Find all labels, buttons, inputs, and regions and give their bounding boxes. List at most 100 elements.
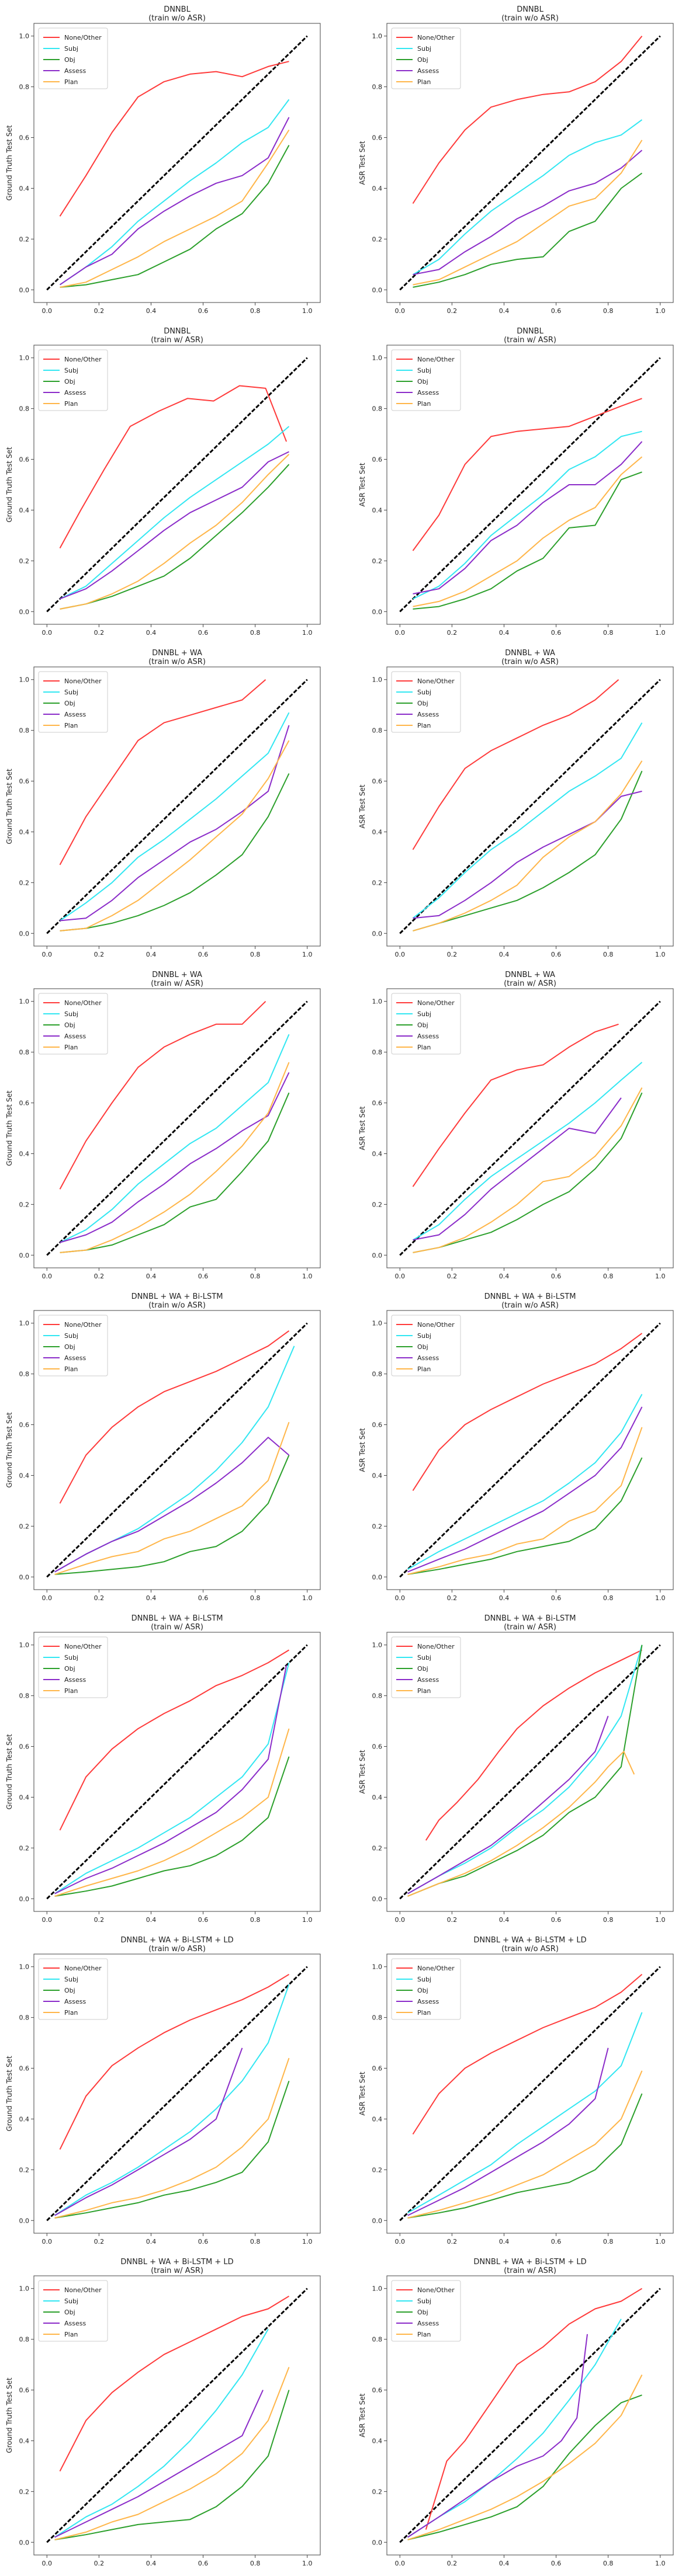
y-tick-label: 0.6 <box>19 778 30 785</box>
series-line <box>413 140 643 286</box>
y-tick-label: 0.6 <box>372 134 383 142</box>
series-line <box>412 679 619 850</box>
legend: None/Other Subj Obj Assess Plan <box>391 1315 461 1376</box>
x-tick-label: 0.4 <box>499 951 510 958</box>
x-tick-label: 0.0 <box>395 307 406 315</box>
diagonal-reference-line <box>399 1966 661 2222</box>
y-tick-label: 0.6 <box>372 2387 383 2394</box>
series-line <box>407 2047 609 2216</box>
y-tick-label: 0.0 <box>19 930 30 937</box>
legend-label: Plan <box>64 1365 78 1373</box>
y-axis-label: Ground Truth Test Set <box>5 2056 13 2132</box>
y-tick-label: 0.0 <box>19 1895 30 1903</box>
legend-label: None/Other <box>64 2286 102 2294</box>
y-tick-label: 1.0 <box>19 676 30 684</box>
legend-label: Subj <box>417 1976 431 1983</box>
y-tick-label: 0.6 <box>372 1421 383 1429</box>
legend: None/Other Subj Obj Assess Plan <box>391 993 461 1055</box>
x-tick-label: 0.6 <box>198 1594 209 1602</box>
series-line <box>54 1728 290 1897</box>
series-line <box>413 1097 622 1241</box>
y-tick-label: 0.8 <box>372 2336 383 2344</box>
y-axis-label: ASR Test Set <box>358 1750 366 1793</box>
legend: None/Other Subj Obj Assess Plan <box>38 1636 108 1698</box>
legend-label: Obj <box>64 56 75 64</box>
x-tick-label: 0.0 <box>395 2238 406 2245</box>
y-tick-label: 0.4 <box>372 2115 383 2123</box>
series-line <box>54 1756 290 1897</box>
y-tick-label: 0.0 <box>19 2217 30 2224</box>
series-line <box>407 1393 643 1570</box>
chart-panel: DNNBL + WA(train w/ ASR) Ground Truth Tes… <box>5 971 321 1280</box>
y-tick-label: 1.0 <box>372 998 383 1006</box>
legend-label: Subj <box>417 367 431 374</box>
legend-box <box>391 671 461 733</box>
legend: None/Other Subj Obj Assess Plan <box>391 2280 461 2342</box>
series-line <box>59 117 290 286</box>
series-line <box>59 61 289 217</box>
y-tick-label: 0.6 <box>372 778 383 785</box>
x-tick-label: 0.8 <box>603 2238 614 2245</box>
x-tick-label: 0.4 <box>499 1916 510 1924</box>
y-tick-label: 0.0 <box>372 2217 383 2224</box>
legend-label: Assess <box>64 67 86 75</box>
y-tick-label: 1.0 <box>19 1963 30 1971</box>
y-tick-label: 0.8 <box>372 405 383 413</box>
chart-subtitle: (train w/o ASR) <box>148 1301 206 1310</box>
x-tick-label: 0.6 <box>551 1273 562 1280</box>
y-axis-label: ASR Test Set <box>358 463 366 506</box>
legend-label: None/Other <box>417 34 455 41</box>
y-tick-label: 0.8 <box>19 727 30 735</box>
y-tick-label: 0.8 <box>19 2336 30 2344</box>
legend-label: None/Other <box>417 2286 455 2294</box>
legend-label: Obj <box>64 2309 75 2316</box>
legend: None/Other Subj Obj Assess Plan <box>391 1636 461 1698</box>
y-tick-label: 0.8 <box>372 1049 383 1056</box>
chart-title: DNNBL + WA <box>152 971 202 979</box>
legend: None/Other Subj Obj Assess Plan <box>391 671 461 733</box>
series-line <box>407 1751 635 1897</box>
y-tick-label: 0.4 <box>19 1150 30 1157</box>
x-tick-label: 0.4 <box>499 2560 510 2567</box>
x-tick-label: 0.8 <box>250 2560 261 2567</box>
y-tick-label: 1.0 <box>372 2285 383 2293</box>
legend-label: Subj <box>64 1976 78 1983</box>
legend-label: Obj <box>417 1987 428 1994</box>
series-line <box>413 430 642 600</box>
legend-box <box>391 2280 461 2342</box>
chart-subtitle: (train w/ ASR) <box>504 1623 556 1632</box>
x-tick-label: 0.2 <box>447 951 458 958</box>
x-tick-label: 0.0 <box>395 1916 406 1924</box>
x-tick-label: 0.0 <box>42 307 53 315</box>
legend-label: Assess <box>64 2320 86 2327</box>
x-tick-label: 0.8 <box>250 629 261 637</box>
chart-panel: DNNBL + WA(train w/o ASR) ASR Test Set 0.0… <box>358 649 674 958</box>
diagonal-reference-line <box>46 357 308 613</box>
series-line <box>59 1330 290 1504</box>
x-tick-label: 0.2 <box>447 2560 458 2567</box>
diagonal-reference-line <box>46 35 308 291</box>
x-tick-label: 1.0 <box>655 629 666 637</box>
series-line <box>54 2047 243 2216</box>
x-tick-label: 0.2 <box>94 1273 105 1280</box>
y-tick-label: 0.8 <box>372 727 383 735</box>
diagonal-reference-line <box>46 679 308 934</box>
chart-subtitle: (train w/o ASR) <box>148 14 206 23</box>
x-tick-label: 1.0 <box>655 1273 666 1280</box>
x-tick-label: 0.0 <box>42 1594 53 1602</box>
series-line <box>407 1427 643 1575</box>
chart-panel: DNNBL + WA(train w/ ASR) ASR Test Set 0.0 0… <box>358 971 674 1280</box>
legend-label: Obj <box>64 1021 75 1029</box>
y-axis-label: Ground Truth Test Set <box>5 1412 13 1488</box>
series-line <box>413 471 642 610</box>
series-line <box>407 2318 622 2538</box>
legend: None/Other Subj Obj Assess Plan <box>391 349 461 411</box>
legend-label: Plan <box>64 78 78 86</box>
x-tick-label: 0.2 <box>94 307 105 315</box>
x-tick-label: 0.2 <box>447 1273 458 1280</box>
chart-title: DNNBL + WA <box>505 649 555 658</box>
chart-panel: DNNBL(train w/o ASR) Ground Truth Test Se… <box>5 5 321 315</box>
diagonal-reference-line <box>46 1322 308 1578</box>
legend: None/Other Subj Obj Assess Plan <box>391 1958 461 2020</box>
